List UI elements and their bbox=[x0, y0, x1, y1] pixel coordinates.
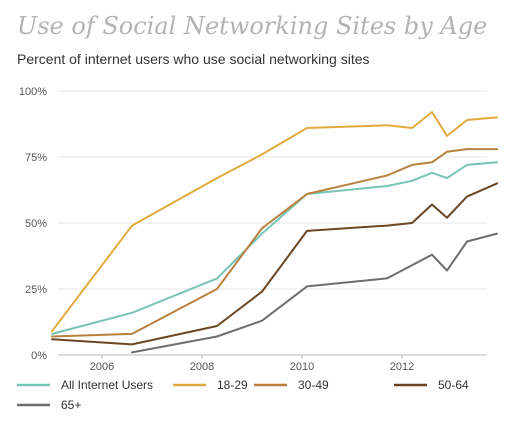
x-tick-label: 2006 bbox=[90, 361, 114, 373]
series-line-50-64 bbox=[51, 182, 498, 346]
chart-subtitle: Percent of internet users who use social… bbox=[17, 51, 370, 67]
legend-label-all-internet-users: All Internet Users bbox=[61, 378, 153, 392]
y-tick-label: 25% bbox=[25, 284, 47, 296]
y-tick-label: 0% bbox=[31, 350, 47, 362]
legend-label-65: 65+ bbox=[61, 398, 81, 412]
x-tick-label: 2008 bbox=[190, 361, 214, 373]
legend: All Internet Users 18-29 30-49 50-64 65+ bbox=[17, 378, 469, 412]
y-tick-label: 75% bbox=[25, 152, 47, 164]
series-line-all-internet-users bbox=[51, 161, 498, 335]
series-line-65 bbox=[131, 232, 498, 354]
y-tick-label: 50% bbox=[25, 218, 47, 230]
series-line-18-29 bbox=[51, 111, 498, 333]
series-lines bbox=[51, 111, 498, 354]
legend-label-18-29: 18-29 bbox=[217, 378, 248, 392]
legend-label-50-64: 50-64 bbox=[438, 378, 469, 392]
chart-title: Use of Social Networking Sites by Age bbox=[17, 12, 488, 40]
gridlines bbox=[58, 90, 487, 356]
x-tick-label: 2010 bbox=[290, 361, 314, 373]
x-tick-label: 2012 bbox=[390, 361, 414, 373]
x-axis-ticks: 2006 2008 2010 2012 bbox=[90, 355, 414, 373]
series-line-30-49 bbox=[51, 148, 498, 338]
y-tick-label: 100% bbox=[19, 86, 47, 98]
legend-label-30-49: 30-49 bbox=[298, 378, 329, 392]
y-axis-ticks: 0% 25% 50% 75% 100% bbox=[19, 86, 47, 362]
